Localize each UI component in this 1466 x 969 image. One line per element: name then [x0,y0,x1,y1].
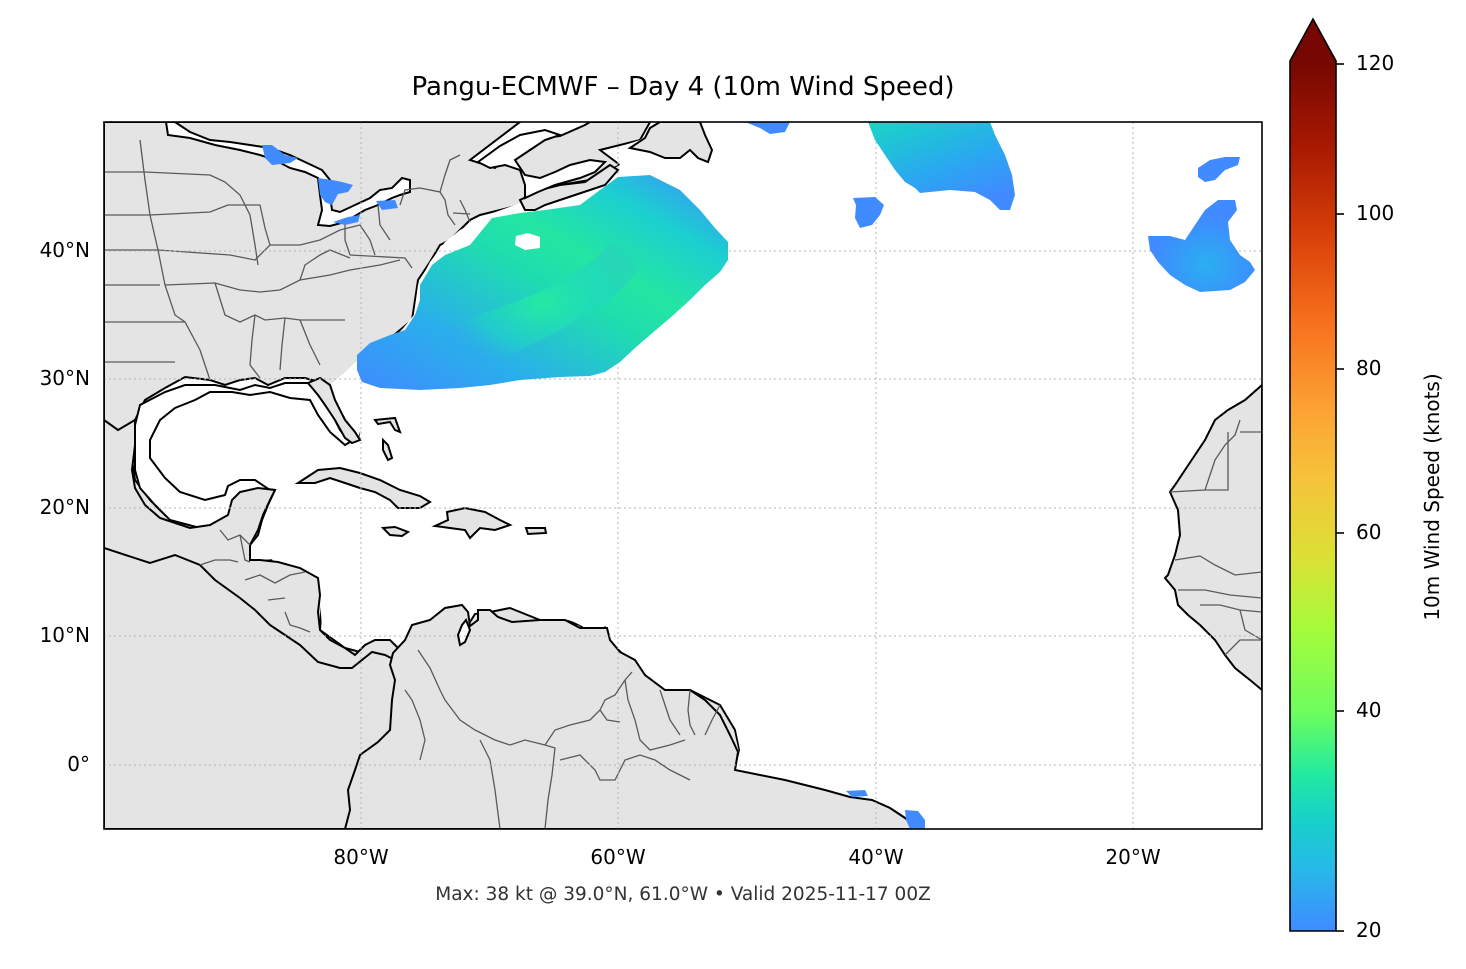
y-tick-label: 20°N [39,495,90,519]
map-frame [103,121,1263,830]
wind-region-north-edge [745,122,790,134]
land-puerto-rico [524,527,548,536]
chart-subtitle: Max: 38 kt @ 39.0°N, 61.0°W • Valid 2025… [435,884,931,905]
land-west-africa [1163,383,1262,692]
x-tick-label: 20°W [1105,845,1161,869]
y-tick-label: 30°N [39,366,90,390]
land-central-america [104,418,402,669]
wind-region-patch-44n [853,197,884,228]
x-tick-label: 60°W [590,845,646,869]
colorbar-gradient [1290,61,1336,931]
colorbar-outline [1289,17,1337,932]
land-nova-scotia [518,163,620,211]
land-south-america [343,603,920,829]
wind-region-azores-north [1198,157,1240,182]
wind-region-azores [1148,200,1255,292]
wind-hole [515,233,540,250]
colorbar-extend-arrow [1290,19,1336,61]
lake-maracaibo [456,618,472,647]
y-tick-label: 40°N [39,238,90,262]
colorbar [1289,17,1344,932]
colorbar-tick-marks [1336,63,1344,932]
wind-region-central-north-atlantic [868,122,1015,210]
colorbar-tick-label: 120 [1356,51,1395,75]
y-tick-label: 0° [67,752,90,776]
wind-region-great-lakes [262,145,398,225]
colorbar-tick-label: 40 [1356,698,1382,722]
x-tick-label: 40°W [848,845,904,869]
colorbar-tick-label: 60 [1356,520,1382,544]
wind-speed-field [262,122,1255,829]
wind-region-brazil-coast [846,790,925,829]
colorbar-tick-label: 100 [1356,201,1395,225]
caribbean-sea [262,122,1262,829]
colorbar-tick-label: 80 [1356,356,1382,380]
land-florida [306,376,362,445]
chart-title: Pangu-ECMWF – Day 4 (10m Wind Speed) [411,72,955,102]
political-borders [104,139,1262,829]
x-tick-label: 80°W [333,845,389,869]
y-tick-label: 10°N [39,623,90,647]
land-jamaica [380,525,411,538]
gridlines [104,122,1262,829]
land-bahamas [373,416,402,462]
gulf-st-lawrence [476,128,608,200]
wind-core-max [420,215,645,375]
colorbar-tick-label: 20 [1356,918,1382,942]
land-newfoundland [627,122,714,164]
map-plot-area [104,122,1262,829]
colorbar-label: 10m Wind Speed (knots) [1420,373,1444,621]
land-hispaniola [431,506,513,540]
